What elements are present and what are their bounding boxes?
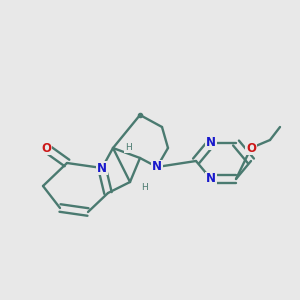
Text: O: O <box>246 142 256 154</box>
Text: H: H <box>142 182 148 191</box>
Text: N: N <box>206 172 216 185</box>
Text: N: N <box>97 161 107 175</box>
Text: N: N <box>206 136 216 149</box>
Text: O: O <box>41 142 51 154</box>
Text: H: H <box>124 143 131 152</box>
Text: N: N <box>152 160 162 173</box>
